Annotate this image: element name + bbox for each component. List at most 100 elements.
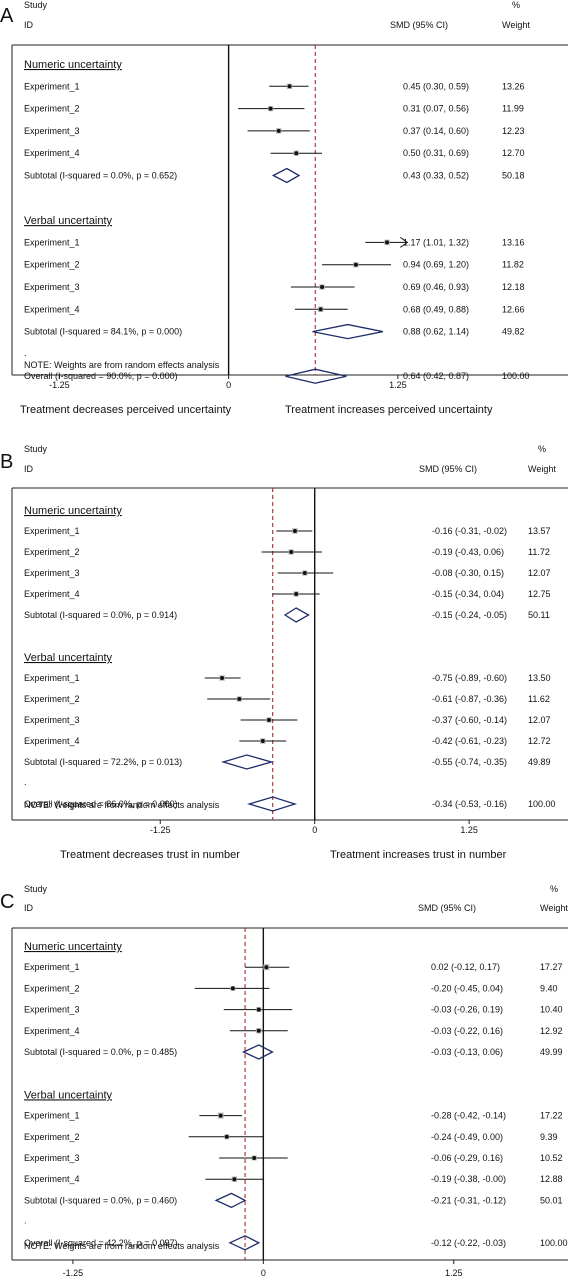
subtotal-diamond <box>271 167 301 184</box>
point-estimate <box>385 240 390 245</box>
smd-ci-value: -0.08 (-0.30, 0.15) <box>432 568 504 578</box>
weight-value: 100.00 <box>502 371 530 381</box>
smd-ci-value: -0.03 (-0.13, 0.06) <box>431 1047 503 1057</box>
point-estimate <box>318 307 323 312</box>
weight-value: 50.18 <box>502 171 525 181</box>
smd-ci-value: 0.43 (0.33, 0.52) <box>403 171 469 181</box>
subtotal-diamond <box>312 323 384 340</box>
smd-ci-value: -0.19 (-0.38, -0.00) <box>431 1174 506 1184</box>
header-weight: Weight <box>540 903 568 913</box>
smd-ci-value: -0.61 (-0.87, -0.36) <box>432 694 507 704</box>
smd-ci-value: 0.88 (0.62, 1.14) <box>403 327 469 337</box>
overall-label: Overall (I-squared = 42.2%, p = 0.097) <box>24 1238 178 1248</box>
x-tick-label: -1.25 <box>63 1268 84 1278</box>
study-label: Experiment_4 <box>24 304 80 314</box>
weight-value: 11.72 <box>528 547 550 557</box>
spacer-dot: . <box>24 348 27 358</box>
point-estimate <box>264 965 269 970</box>
study-label: Experiment_3 <box>24 282 80 292</box>
header-smd: SMD (95% CI) <box>419 464 477 474</box>
point-estimate <box>224 1134 229 1139</box>
smd-ci-value: 0.45 (0.30, 0.59) <box>403 81 469 91</box>
weight-value: 50.01 <box>540 1195 563 1205</box>
study-label: Experiment_4 <box>24 736 80 746</box>
group-heading: Verbal uncertainty <box>24 215 113 227</box>
overall-diamond <box>228 1235 261 1251</box>
header-percent: % <box>550 884 558 894</box>
header-percent: % <box>512 0 520 10</box>
study-label: Experiment_2 <box>24 983 80 993</box>
group-heading: Verbal uncertainty <box>24 1089 113 1101</box>
weight-value: 17.22 <box>540 1111 563 1121</box>
weights-note: NOTE: Weights are from random effects an… <box>24 360 220 370</box>
smd-ci-value: -0.03 (-0.22, 0.16) <box>431 1026 503 1036</box>
header-weight: Weight <box>502 20 530 30</box>
subtotal-label: Subtotal (I-squared = 0.0%, p = 0.485) <box>24 1047 177 1057</box>
smd-ci-value: -0.24 (-0.49, 0.00) <box>431 1132 503 1142</box>
smd-ci-value: 0.37 (0.14, 0.60) <box>403 126 469 136</box>
weight-value: 12.07 <box>528 568 551 578</box>
smd-ci-value: -0.28 (-0.42, -0.14) <box>431 1111 506 1121</box>
smd-ci-value: -0.37 (-0.60, -0.14) <box>432 715 507 725</box>
x-tick-label: 0 <box>261 1268 266 1278</box>
weight-value: 12.72 <box>528 736 551 746</box>
point-estimate <box>218 1113 223 1118</box>
weight-value: 13.57 <box>528 526 551 536</box>
subtotal-label: Subtotal (I-squared = 0.0%, p = 0.652) <box>24 171 177 181</box>
point-estimate <box>230 986 235 991</box>
x-tick-label: -1.25 <box>150 825 171 835</box>
study-label: Experiment_2 <box>24 547 80 557</box>
study-label: Experiment_4 <box>24 1174 80 1184</box>
overall-diamond <box>246 796 298 812</box>
smd-ci-value: -0.06 (-0.29, 0.16) <box>431 1153 503 1163</box>
subtotal-label: Subtotal (I-squared = 0.0%, p = 0.914) <box>24 610 177 620</box>
header-study: Study <box>24 0 48 10</box>
smd-ci-value: 0.64 (0.42, 0.87) <box>403 371 469 381</box>
smd-ci-value: -0.20 (-0.45, 0.04) <box>431 983 503 993</box>
weight-value: 9.40 <box>540 983 558 993</box>
header-study: Study <box>24 884 48 894</box>
weight-value: 13.26 <box>502 81 525 91</box>
smd-ci-value: -0.75 (-0.89, -0.60) <box>432 673 507 683</box>
panel-letter: C <box>0 891 14 913</box>
header-study: Study <box>24 444 48 454</box>
point-estimate <box>289 550 294 554</box>
weight-value: 12.70 <box>502 148 525 158</box>
study-label: Experiment_1 <box>24 962 80 972</box>
point-estimate <box>237 697 242 701</box>
point-estimate <box>302 571 307 575</box>
study-label: Experiment_3 <box>24 126 80 136</box>
weight-value: 49.99 <box>540 1047 563 1057</box>
weight-value: 12.18 <box>502 282 525 292</box>
weight-value: 100.00 <box>528 799 556 809</box>
weight-value: 100.00 <box>540 1238 568 1248</box>
group-heading: Numeric uncertainty <box>24 59 122 71</box>
smd-ci-value: -0.15 (-0.24, -0.05) <box>432 610 507 620</box>
study-label: Experiment_3 <box>24 568 80 578</box>
point-estimate <box>256 1007 261 1012</box>
subtotal-label: Subtotal (I-squared = 0.0%, p = 0.460) <box>24 1195 177 1205</box>
overall-label: Overall (I-squared = 86.0%, p = 0.000) <box>24 799 178 809</box>
smd-ci-value: 1.17 (1.01, 1.32) <box>403 237 469 247</box>
weight-value: 12.23 <box>502 126 525 136</box>
overall-label: Overall (I-squared = 90.0%, p = 0.000) <box>24 371 178 381</box>
overall-diamond <box>285 368 347 384</box>
study-label: Experiment_4 <box>24 1026 80 1036</box>
weights-note: NOTE: Weights are from random effects an… <box>24 800 220 810</box>
header-weight: Weight <box>528 464 556 474</box>
header-smd: SMD (95% CI) <box>390 20 448 30</box>
point-estimate <box>220 676 225 680</box>
weight-value: 12.07 <box>528 715 551 725</box>
smd-ci-value: 0.31 (0.07, 0.56) <box>403 104 469 114</box>
smd-ci-value: -0.19 (-0.43, 0.06) <box>432 547 504 557</box>
point-estimate <box>353 262 358 267</box>
smd-ci-value: -0.16 (-0.31, -0.02) <box>432 526 507 536</box>
weight-value: 10.40 <box>540 1005 563 1015</box>
spacer-dot: . <box>24 1216 27 1226</box>
point-estimate <box>266 718 271 722</box>
point-estimate <box>232 1177 237 1182</box>
right-direction-label: Treatment increases perceived uncertaint… <box>285 404 493 416</box>
smd-ci-value: -0.15 (-0.34, 0.04) <box>432 589 504 599</box>
ci-arrow <box>400 236 409 248</box>
